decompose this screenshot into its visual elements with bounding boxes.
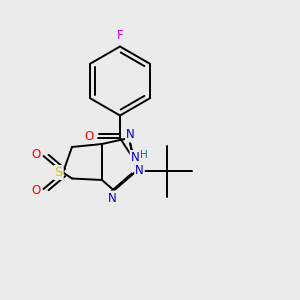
Text: O: O — [32, 184, 40, 197]
Text: N: N — [130, 151, 140, 164]
Text: O: O — [85, 130, 94, 143]
Text: N: N — [126, 128, 135, 142]
Text: H: H — [140, 150, 148, 160]
Text: F: F — [117, 28, 123, 42]
Text: S: S — [54, 166, 63, 179]
Text: N: N — [108, 191, 117, 205]
Text: O: O — [32, 148, 40, 161]
Text: N: N — [135, 164, 144, 178]
